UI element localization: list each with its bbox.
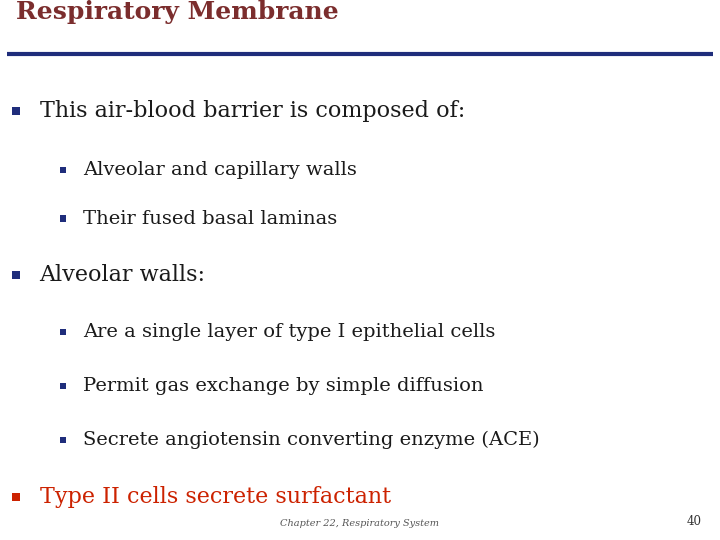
Text: Type II cells secrete surfactant: Type II cells secrete surfactant	[40, 486, 391, 508]
Bar	[60, 167, 66, 173]
Bar	[60, 437, 66, 443]
Text: 40: 40	[687, 515, 702, 528]
Bar	[12, 107, 20, 114]
Text: Respiratory Membrane: Respiratory Membrane	[16, 1, 338, 24]
Text: Secrete angiotensin converting enzyme (ACE): Secrete angiotensin converting enzyme (A…	[83, 431, 539, 449]
Bar	[60, 383, 66, 389]
Text: Their fused basal laminas: Their fused basal laminas	[83, 210, 337, 228]
Bar	[12, 493, 20, 501]
Text: This air-blood barrier is composed of:: This air-blood barrier is composed of:	[40, 100, 465, 122]
Bar	[60, 329, 66, 335]
Text: Permit gas exchange by simple diffusion: Permit gas exchange by simple diffusion	[83, 377, 483, 395]
Bar	[12, 272, 20, 279]
Text: Alveolar and capillary walls: Alveolar and capillary walls	[83, 161, 356, 179]
Bar	[60, 215, 66, 222]
Text: Chapter 22, Respiratory System: Chapter 22, Respiratory System	[281, 519, 439, 528]
Text: Are a single layer of type I epithelial cells: Are a single layer of type I epithelial …	[83, 323, 495, 341]
Text: Alveolar walls:: Alveolar walls:	[40, 265, 206, 286]
